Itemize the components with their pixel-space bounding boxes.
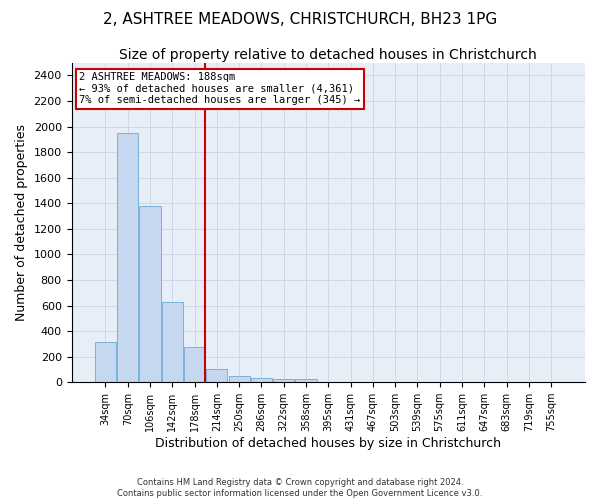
Text: Contains HM Land Registry data © Crown copyright and database right 2024.
Contai: Contains HM Land Registry data © Crown c… <box>118 478 482 498</box>
Bar <box>273 379 294 382</box>
Bar <box>95 342 116 382</box>
Bar <box>117 133 139 382</box>
Y-axis label: Number of detached properties: Number of detached properties <box>15 124 28 321</box>
Bar <box>139 206 161 382</box>
Bar <box>162 302 183 382</box>
Bar <box>251 378 272 382</box>
Bar <box>229 376 250 382</box>
Bar <box>184 347 205 382</box>
Bar <box>295 380 317 382</box>
Bar <box>206 370 227 382</box>
Text: 2, ASHTREE MEADOWS, CHRISTCHURCH, BH23 1PG: 2, ASHTREE MEADOWS, CHRISTCHURCH, BH23 1… <box>103 12 497 28</box>
X-axis label: Distribution of detached houses by size in Christchurch: Distribution of detached houses by size … <box>155 437 501 450</box>
Text: 2 ASHTREE MEADOWS: 188sqm
← 93% of detached houses are smaller (4,361)
7% of sem: 2 ASHTREE MEADOWS: 188sqm ← 93% of detac… <box>79 72 361 106</box>
Title: Size of property relative to detached houses in Christchurch: Size of property relative to detached ho… <box>119 48 537 62</box>
